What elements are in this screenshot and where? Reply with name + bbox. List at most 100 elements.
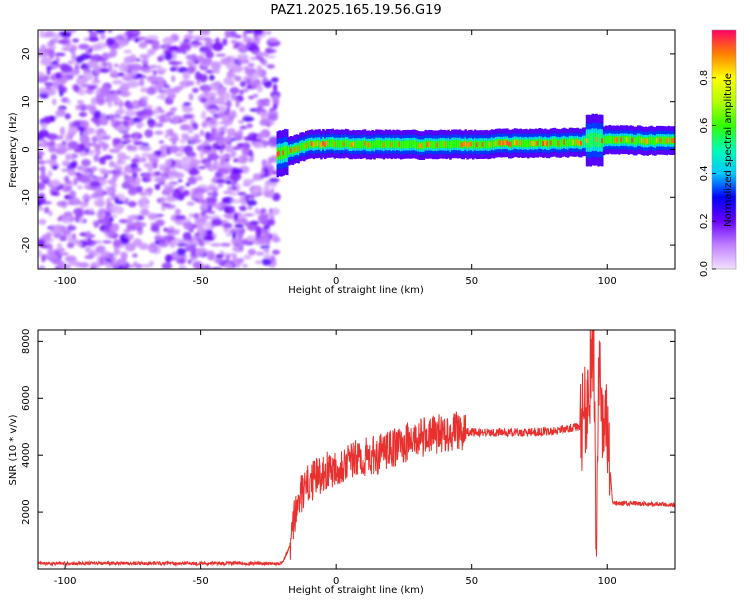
signal-peak <box>546 141 549 147</box>
noise-speckle <box>205 250 216 260</box>
signal-cell <box>517 139 520 148</box>
noise-speckle <box>203 241 211 245</box>
signal-cell <box>386 140 390 149</box>
noise-speckle <box>118 100 124 108</box>
noise-speckle <box>109 217 114 222</box>
noise-region <box>38 30 281 269</box>
signal-cell <box>652 137 655 145</box>
noise-speckle <box>77 185 83 190</box>
signal-peak <box>489 142 492 147</box>
noise-speckle <box>238 120 245 124</box>
snr-y-axis-label: SNR (10 * v/v) <box>8 414 19 485</box>
noise-speckle <box>154 130 164 135</box>
noise-speckle <box>115 125 128 132</box>
signal-cell <box>287 147 291 155</box>
noise-speckle <box>41 254 46 263</box>
colorbar-frame <box>711 29 737 270</box>
noise-speckle <box>121 171 127 176</box>
noise-speckle <box>177 179 183 183</box>
signal-peak <box>646 139 649 144</box>
noise-speckle <box>88 149 95 156</box>
noise-speckle <box>57 261 67 269</box>
noise-speckle <box>200 211 207 217</box>
noise-speckle <box>204 162 212 169</box>
noise-speckle <box>100 251 112 259</box>
noise-speckle <box>136 122 145 127</box>
noise-speckle <box>67 140 79 150</box>
noise-speckle <box>217 182 224 188</box>
noise-speckle <box>75 104 86 109</box>
signal-cell <box>295 144 298 153</box>
signal-peak <box>481 142 484 147</box>
signal-cell <box>348 141 352 149</box>
noise-speckle <box>165 87 173 96</box>
noise-speckle <box>56 108 66 117</box>
signal-peak <box>576 139 579 145</box>
noise-speckle <box>267 218 276 226</box>
noise-speckle <box>200 30 211 36</box>
noise-speckle <box>188 93 194 101</box>
noise-speckle <box>163 229 176 233</box>
noise-speckle <box>43 116 52 125</box>
signal-cell <box>487 141 490 149</box>
noise-speckle <box>147 212 158 221</box>
noise-speckle <box>187 65 195 75</box>
snr-x-tick-label: 0 <box>333 576 339 587</box>
spectrogram-y-tick-label: 10 <box>21 95 32 108</box>
signal-cell <box>527 140 530 148</box>
noise-speckle <box>140 196 149 205</box>
noise-speckle <box>107 178 117 186</box>
noise-speckle <box>73 84 80 92</box>
signal-cell <box>411 140 414 148</box>
noise-speckle <box>68 260 81 266</box>
noise-speckle <box>131 172 138 179</box>
noise-speckle <box>69 190 77 200</box>
signal-cell <box>318 139 321 148</box>
noise-speckle <box>179 139 187 144</box>
snr-x-tick-label: 50 <box>465 576 478 587</box>
noise-speckle <box>192 260 203 269</box>
noise-speckle <box>122 115 131 121</box>
noise-speckle <box>108 161 115 167</box>
noise-speckle <box>247 205 253 210</box>
noise-speckle <box>158 140 165 144</box>
signal-cell <box>280 147 283 160</box>
noise-speckle <box>178 159 190 167</box>
noise-speckle <box>130 158 140 163</box>
noise-speckle <box>192 35 205 41</box>
noise-speckle <box>263 80 273 88</box>
noise-speckle <box>213 164 218 171</box>
noise-speckle <box>100 161 106 165</box>
signal-peak <box>460 142 464 148</box>
noise-speckle <box>162 187 174 194</box>
signal-cell <box>587 133 591 148</box>
noise-speckle <box>112 79 123 85</box>
noise-speckle <box>71 52 77 61</box>
noise-speckle <box>51 64 58 69</box>
colorbar-gradient <box>712 30 736 269</box>
noise-speckle <box>248 95 255 100</box>
noise-speckle <box>258 105 263 111</box>
noise-speckle <box>251 76 259 81</box>
noise-speckle <box>102 130 107 136</box>
noise-speckle <box>140 145 152 152</box>
noise-speckle <box>230 150 237 158</box>
noise-speckle <box>38 206 44 212</box>
noise-speckle <box>65 133 70 143</box>
signal-cell <box>286 146 289 159</box>
signal-cell <box>424 140 427 148</box>
noise-speckle <box>38 143 44 147</box>
noise-speckle <box>224 262 234 269</box>
noise-speckle <box>200 97 207 104</box>
colorbar-tick-label: 0.6 <box>699 118 710 134</box>
noise-speckle <box>41 234 51 241</box>
noise-speckle <box>126 225 132 232</box>
noise-speckle <box>182 71 191 80</box>
noise-speckle <box>256 136 262 140</box>
noise-speckle <box>199 203 209 211</box>
noise-speckle <box>71 197 81 205</box>
noise-speckle <box>237 44 248 53</box>
signal-cell <box>354 140 357 149</box>
spectrogram-y-tick-label: 20 <box>21 48 32 61</box>
noise-speckle <box>272 103 278 111</box>
